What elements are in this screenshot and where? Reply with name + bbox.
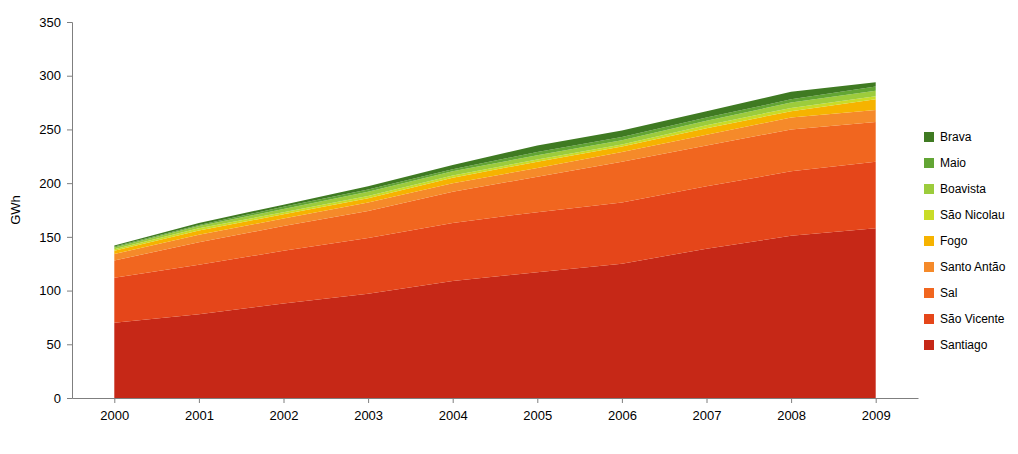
legend-label: Brava: [940, 130, 972, 144]
area: [114, 99, 875, 254]
y-tick-mark: [67, 344, 72, 345]
legend-label: Maio: [940, 156, 966, 170]
x-tick-mark: [368, 398, 369, 403]
x-tick: 2007: [693, 398, 722, 423]
legend-swatch: [924, 314, 934, 324]
legend-label: Sal: [940, 286, 957, 300]
legend-label: São Vicente: [940, 312, 1005, 326]
legend-label: São Nicolau: [940, 208, 1005, 222]
y-tick-label: 0: [54, 391, 61, 406]
x-tick: 2005: [523, 398, 552, 423]
x-tick-label: 2003: [354, 408, 383, 423]
area: [114, 96, 875, 251]
x-tick: 2009: [862, 398, 891, 423]
x-tick-label: 2008: [777, 408, 806, 423]
y-tick: 200: [39, 176, 72, 191]
legend-swatch: [924, 210, 934, 220]
y-tick-mark: [67, 398, 72, 399]
y-tick-label: 200: [39, 176, 61, 191]
x-axis: 2000 2001 2002 2003 2004 2005 2006 2007 2008 2009: [73, 398, 919, 423]
area: [114, 91, 875, 249]
y-tick-mark: [67, 129, 72, 130]
y-axis: 0 50 100 150 200 250 300 350: [39, 15, 72, 406]
x-tick: 2004: [439, 398, 468, 423]
y-axis-line: [67, 23, 73, 399]
x-tick-mark: [622, 398, 623, 403]
x-tick-label: 2009: [862, 408, 891, 423]
y-tick-mark: [67, 22, 72, 23]
y-tick: 300: [39, 68, 72, 83]
y-tick-label: 150: [39, 230, 61, 245]
legend-swatch: [924, 184, 934, 194]
y-tick: 0: [54, 391, 72, 406]
y-axis-title: GWh: [8, 195, 23, 225]
y-tick-label: 100: [39, 283, 61, 298]
x-tick: 2006: [608, 398, 637, 423]
x-tick-mark: [876, 398, 877, 403]
x-tick-label: 2004: [439, 408, 468, 423]
area: [114, 86, 875, 247]
x-tick-label: 2005: [523, 408, 552, 423]
area: [114, 110, 875, 260]
legend-swatch: [924, 132, 934, 142]
area: [114, 82, 875, 246]
x-tick-mark: [114, 398, 115, 403]
y-tick-label: 300: [39, 68, 61, 83]
x-tick-mark: [791, 398, 792, 403]
x-tick-label: 2001: [185, 408, 214, 423]
x-tick-mark: [284, 398, 285, 403]
y-tick: 350: [39, 15, 72, 30]
x-tick-label: 2002: [270, 408, 299, 423]
x-tick: 2000: [100, 398, 129, 423]
x-tick-label: 2007: [693, 408, 722, 423]
legend-swatch: [924, 288, 934, 298]
x-tick-mark: [453, 398, 454, 403]
y-tick-label: 250: [39, 122, 61, 137]
y-tick-mark: [67, 183, 72, 184]
y-tick-label: 350: [39, 15, 61, 30]
x-tick: 2002: [270, 398, 299, 423]
y-tick: 150: [39, 230, 72, 245]
legend-swatch: [924, 340, 934, 350]
legend-label: Santo Antão: [940, 260, 1006, 274]
y-tick: 250: [39, 122, 72, 137]
y-tick-mark: [67, 237, 72, 238]
x-tick-mark: [537, 398, 538, 403]
legend: Brava Maio Boavista São Nicolau Fogo Santo An…: [924, 130, 1006, 352]
y-tick-label: 50: [47, 337, 61, 352]
legend-label: Fogo: [940, 234, 968, 248]
y-tick-mark: [67, 291, 72, 292]
plot-area: [114, 82, 875, 398]
chart: 0501001502002503003502000200120022003200…: [0, 0, 1018, 454]
x-tick-mark: [199, 398, 200, 403]
legend-label: Santiago: [940, 338, 988, 352]
legend-swatch: [924, 158, 934, 168]
area: [114, 122, 875, 278]
y-tick: 100: [39, 283, 72, 298]
x-tick-mark: [707, 398, 708, 403]
y-tick-mark: [67, 76, 72, 77]
x-tick-label: 2000: [100, 408, 129, 423]
legend-swatch: [924, 262, 934, 272]
legend-label: Boavista: [940, 182, 986, 196]
y-tick: 50: [47, 337, 72, 352]
x-tick: 2003: [354, 398, 383, 423]
x-tick: 2001: [185, 398, 214, 423]
x-tick: 2008: [777, 398, 806, 423]
x-tick-label: 2006: [608, 408, 637, 423]
legend-swatch: [924, 236, 934, 246]
